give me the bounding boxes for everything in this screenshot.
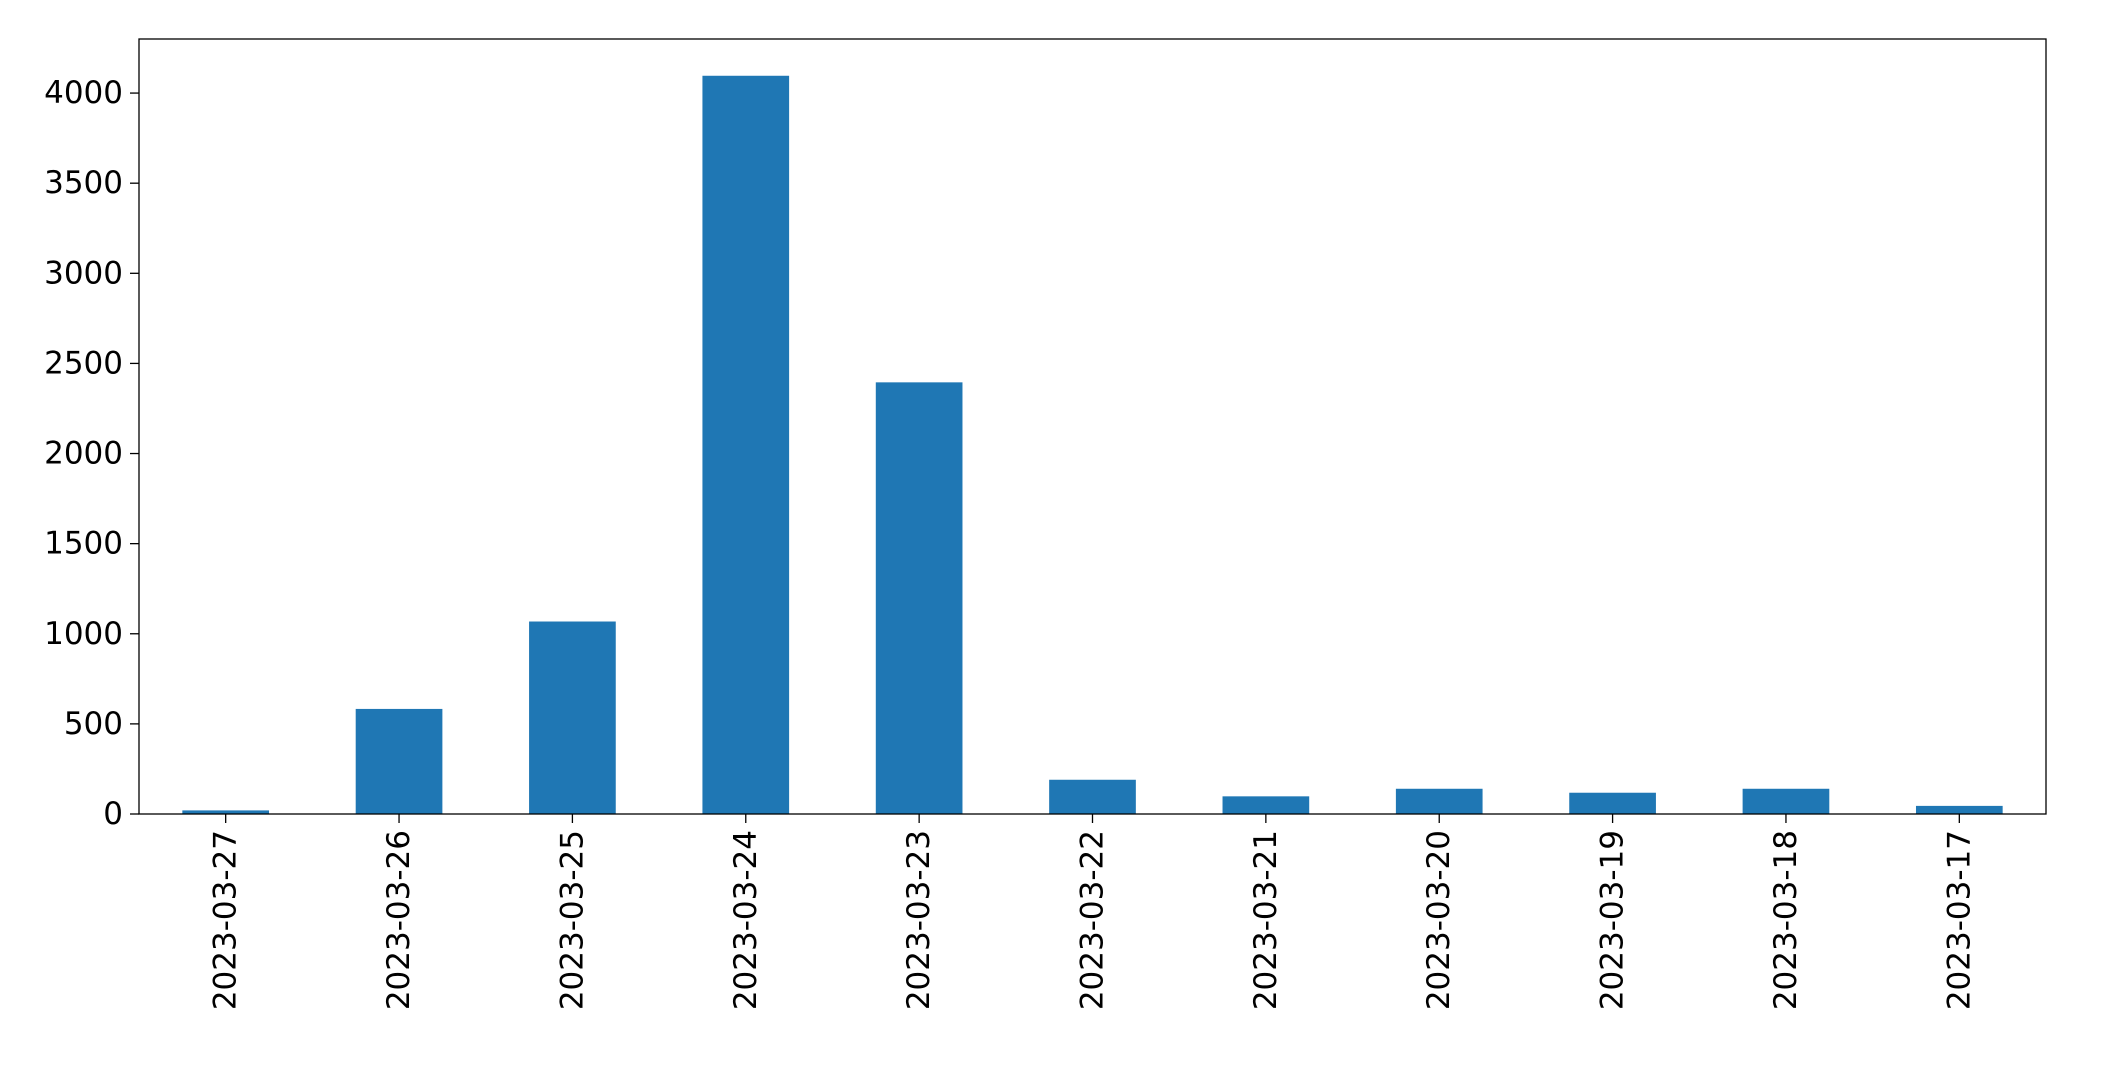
bars-group: [182, 75, 2003, 814]
x-tick-label: 2023-03-24: [728, 830, 764, 1010]
bar-2023-03-25: [529, 621, 616, 814]
y-tick-label: 4000: [44, 75, 123, 111]
y-tick-label: 2500: [44, 345, 123, 381]
plot-frame: [138, 38, 2047, 815]
bar-2023-03-20: [1395, 788, 1483, 814]
x-tick-label: 2023-03-17: [1941, 830, 1977, 1010]
bar-2023-03-23: [875, 382, 963, 814]
y-tick-label: 3000: [44, 255, 123, 291]
y-tick-label: 2000: [44, 436, 123, 472]
x-tick-label: 2023-03-27: [208, 830, 244, 1010]
bar-2023-03-18: [1742, 788, 1830, 814]
y-tick-label: 3500: [44, 165, 123, 201]
x-tick-label: 2023-03-23: [901, 830, 937, 1010]
x-tick-label: 2023-03-26: [381, 830, 417, 1010]
bar-2023-03-24: [702, 75, 790, 814]
x-axis: 2023-03-27 2023-03-26 2023-03-25 2023-03-24…: [208, 814, 1977, 1010]
y-tick-label: 1000: [44, 616, 123, 652]
y-tick-label: 1500: [44, 526, 123, 562]
y-axis: 0 500 1000 1500 2000 2500 3000 3500 4000: [44, 75, 139, 832]
y-tick-label: 0: [103, 796, 123, 832]
x-tick-label: 2023-03-25: [554, 830, 590, 1010]
bar-2023-03-22: [1049, 779, 1136, 814]
x-tick-label: 2023-03-18: [1768, 830, 1804, 1010]
y-tick-label: 500: [64, 706, 123, 742]
x-tick-label: 2023-03-20: [1421, 830, 1457, 1010]
bar-2023-03-19: [1569, 792, 1656, 814]
x-tick-label: 2023-03-21: [1248, 830, 1284, 1010]
bar-2023-03-21: [1222, 796, 1310, 814]
x-tick-label: 2023-03-22: [1075, 830, 1111, 1010]
bar-2023-03-27: [182, 810, 270, 814]
bar-2023-03-17: [1915, 805, 2003, 814]
bar-2023-03-26: [355, 708, 443, 814]
x-tick-label: 2023-03-19: [1595, 830, 1631, 1010]
